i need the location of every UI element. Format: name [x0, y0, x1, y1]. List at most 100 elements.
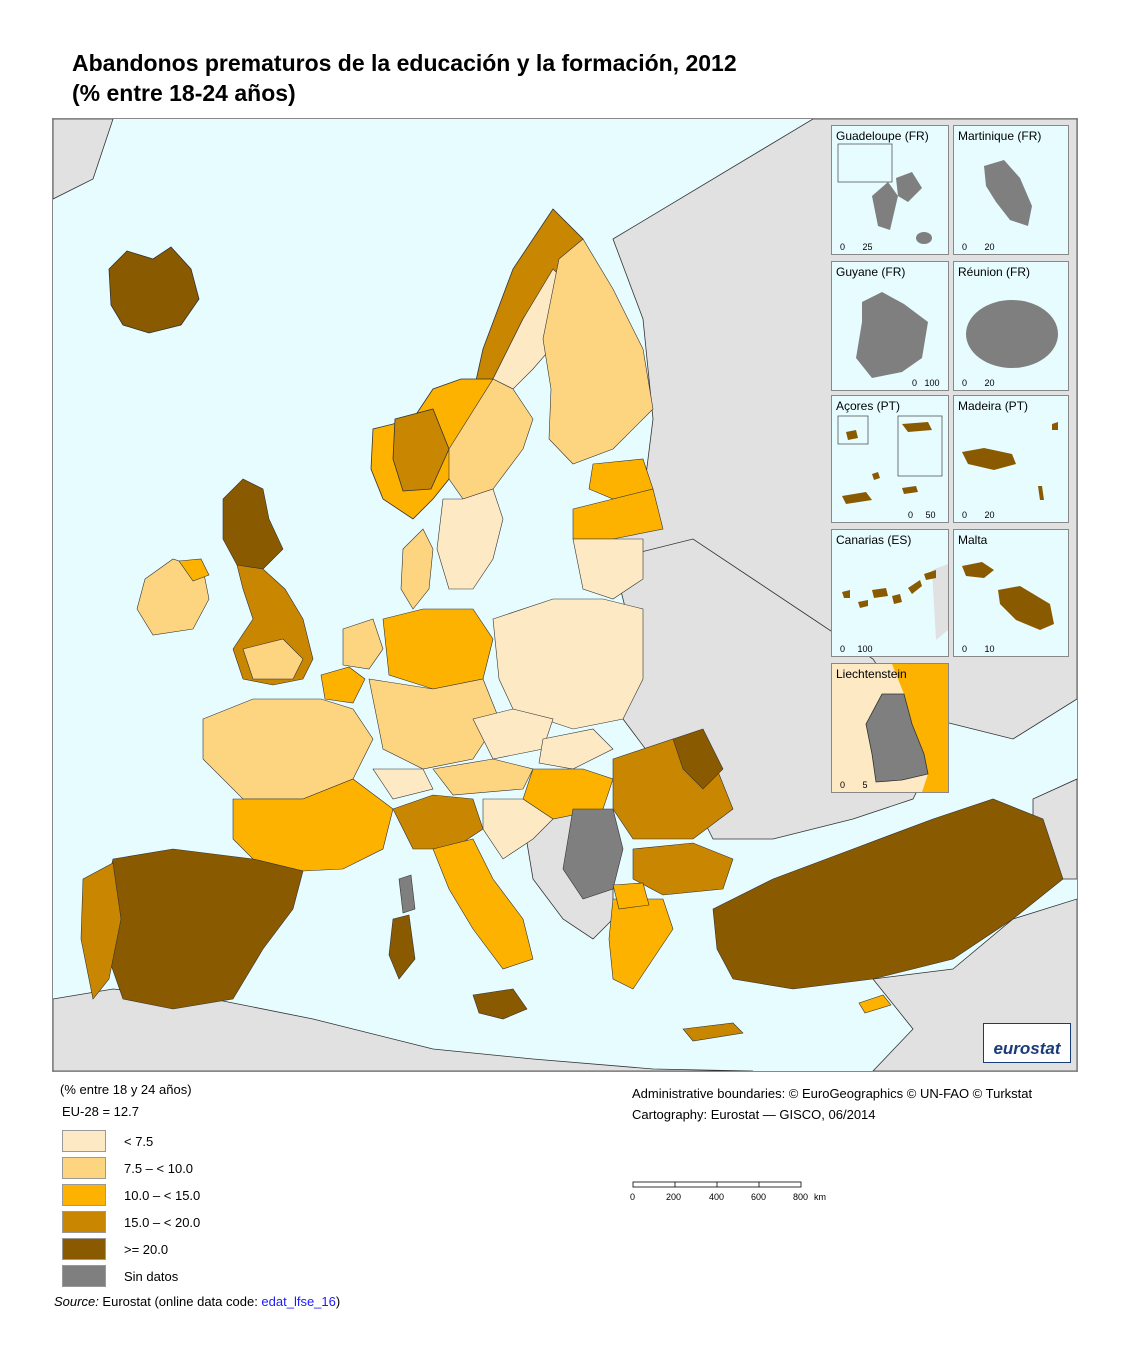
greenland-edge [53, 119, 114, 200]
germany-north [382, 608, 494, 690]
italy-center [432, 838, 534, 970]
poland [492, 598, 644, 730]
inset-scale: 0 20 [962, 378, 995, 388]
legend-label: < 7.5 [124, 1133, 154, 1149]
legend-item: < 7.5 [62, 1130, 153, 1152]
legend-item: 15.0 – < 20.0 [62, 1211, 200, 1233]
inset-label: Martinique (FR) [958, 129, 1042, 143]
data-code-link[interactable]: edat_lfse_16 [261, 1294, 336, 1309]
legend-eu-value: EU-28 = 12.7 [62, 1104, 139, 1119]
legend-item: >= 20.0 [62, 1238, 168, 1260]
legend-swatch [62, 1184, 106, 1206]
lithuania [572, 538, 644, 600]
inset-acores: Açores (PT) 0 50 [831, 395, 949, 523]
sardinia [388, 914, 416, 980]
inset-madeira: Madeira (PT) 0 20 [953, 395, 1069, 523]
legend-swatch [62, 1130, 106, 1152]
source-suffix: ) [335, 1294, 341, 1309]
legend-label: >= 20.0 [124, 1241, 169, 1257]
inset-reunion: Réunion (FR) 0 20 [953, 261, 1069, 391]
scale-tick: 600 [751, 1192, 767, 1202]
inset-map [842, 564, 948, 640]
northern-ireland [178, 558, 210, 582]
scale-tick: 200 [666, 1192, 682, 1202]
legend-swatch [62, 1238, 106, 1260]
slovakia [538, 728, 614, 770]
inset-scale: 0 5 [840, 780, 868, 790]
denmark [400, 528, 434, 610]
credits-cartography: Cartography: Eurostat — GISCO, 06/2014 [632, 1107, 876, 1122]
inset-scale: 0 50 [908, 510, 936, 520]
scotland [222, 478, 284, 570]
inset-map [984, 160, 1032, 226]
scale-tick: 400 [709, 1192, 725, 1202]
legend-item: 10.0 – < 15.0 [62, 1184, 200, 1206]
scale-tick: 800 [793, 1192, 809, 1202]
inset-map [837, 415, 943, 504]
inset-scale: 0 25 [840, 242, 873, 252]
eurostat-logo: eurostat [983, 1023, 1071, 1063]
legend-label: Sin datos [124, 1268, 179, 1284]
iceland [108, 246, 200, 334]
inset-map [962, 562, 1054, 630]
scale-unit: km [814, 1192, 826, 1202]
scale-bar-graphic [632, 1181, 802, 1188]
inset-map [856, 292, 928, 378]
inset-label: Açores (PT) [836, 399, 901, 413]
greece [608, 898, 674, 990]
legend-item: 7.5 – < 10.0 [62, 1157, 193, 1179]
spain [100, 848, 304, 1010]
finland [542, 238, 654, 465]
england-south [242, 638, 304, 680]
legend-swatch [62, 1157, 106, 1179]
legend-label: 10.0 – < 15.0 [124, 1187, 201, 1203]
scale-bar: 0 200 400 600 800 km [630, 1178, 826, 1202]
inset-malta: Malta 0 10 [953, 529, 1069, 657]
netherlands [342, 618, 384, 670]
inset-label: Malta [958, 533, 988, 547]
romania-east [672, 728, 724, 790]
title-line-1: Abandonos prematuros de la educación y l… [72, 50, 737, 76]
france-north [202, 698, 374, 800]
inset-map [837, 143, 932, 244]
inset-scale: 0 10 [962, 644, 995, 654]
inset-liechtenstein: Liechtenstein 0 5 [831, 663, 949, 793]
fyrom [612, 882, 650, 910]
sweden-mid [448, 378, 534, 500]
inset-guadeloupe: Guadeloupe (FR) 0 25 [831, 125, 949, 255]
legend-label: 15.0 – < 20.0 [124, 1214, 201, 1230]
inset-scale: 0 20 [962, 510, 995, 520]
source-text: Eurostat (online data code: [98, 1294, 262, 1309]
norway-west [392, 408, 450, 492]
map-title: Abandonos prematuros de la educación y l… [72, 48, 737, 108]
inset-guyane: Guyane (FR) 0 100 [831, 261, 949, 391]
italy-north [392, 794, 484, 850]
inset-label: Madeira (PT) [958, 399, 1029, 413]
sicily [472, 988, 528, 1020]
inset-scale: 0 100 [912, 378, 940, 388]
cyprus [858, 994, 892, 1014]
title-line-2: (% entre 18-24 años) [72, 80, 296, 106]
source-prefix: Source: [54, 1294, 99, 1309]
credits-boundaries: Administrative boundaries: © EuroGeograp… [632, 1086, 1033, 1101]
inset-martinique: Martinique (FR) 0 20 [953, 125, 1069, 255]
turkey [712, 798, 1064, 990]
inset-label: Réunion (FR) [958, 265, 1031, 279]
main-map: Guadeloupe (FR) 0 25 Martinique (FR) 0 2… [52, 118, 1078, 1072]
bulgaria [632, 842, 734, 896]
sweden-south [436, 488, 504, 590]
legend-unit: (% entre 18 y 24 años) [60, 1082, 192, 1097]
legend-label: 7.5 – < 10.0 [124, 1160, 194, 1176]
france-south [232, 778, 394, 872]
belgium [320, 666, 366, 704]
inset-label: Canarias (ES) [836, 533, 912, 547]
inset-map [962, 422, 1058, 500]
austria [432, 758, 534, 796]
czechia [472, 708, 554, 760]
serbia [562, 808, 624, 900]
legend-swatch [62, 1265, 106, 1287]
inset-label: Liechtenstein [836, 667, 907, 681]
inset-map [865, 664, 948, 792]
inset-label: Guyane (FR) [836, 265, 906, 279]
inset-scale: 0 20 [962, 242, 995, 252]
